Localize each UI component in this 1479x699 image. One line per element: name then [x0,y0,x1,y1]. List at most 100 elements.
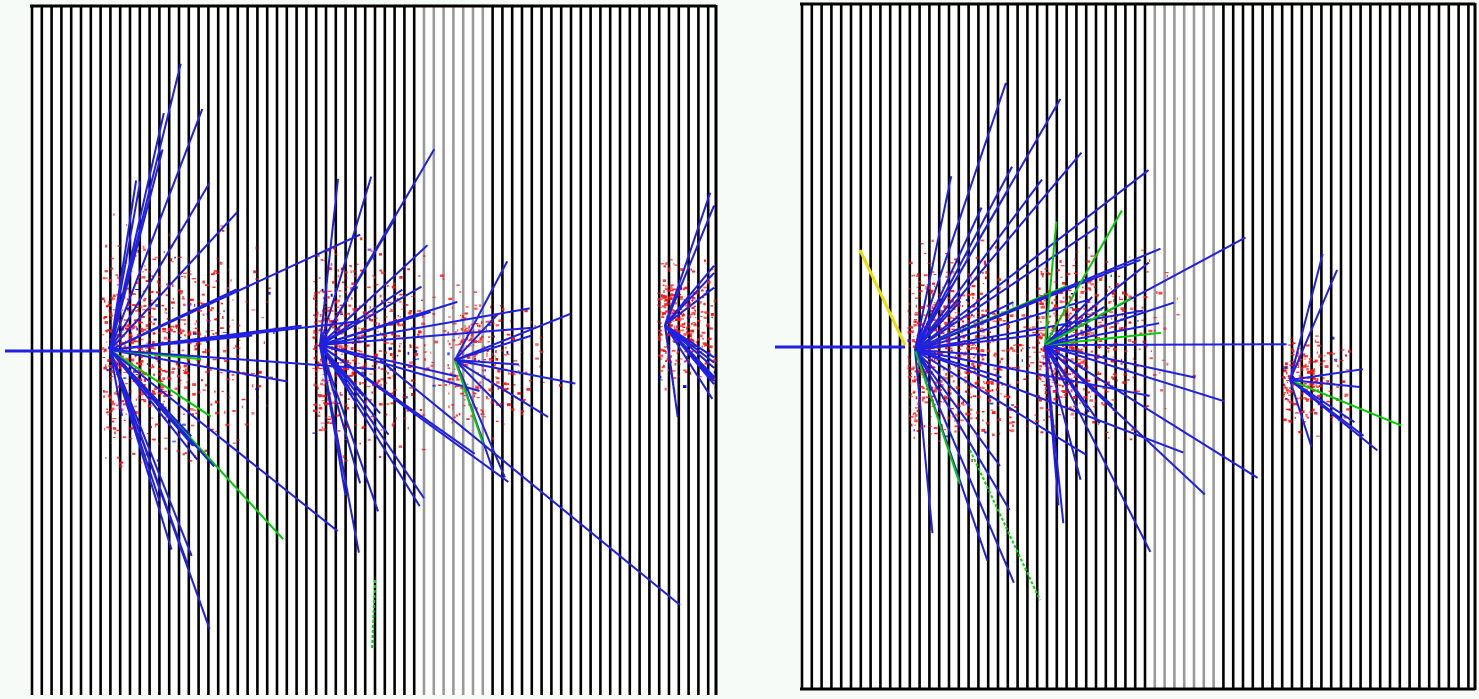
hit [505,347,507,349]
hit [237,348,241,349]
hit [232,379,234,380]
hit [171,371,174,374]
hit [992,434,995,437]
hit [149,293,150,295]
hit [970,316,972,318]
hit [313,410,317,412]
hit [182,296,184,298]
hit [922,387,924,389]
hit [1095,400,1097,402]
hit [103,357,106,358]
hit [225,424,229,426]
hit [920,284,924,286]
hit [138,309,139,311]
hit [177,367,181,368]
hit [1001,358,1004,360]
hit [946,272,949,274]
hit [132,293,136,295]
hit [911,368,914,371]
hit [968,393,971,394]
hit [387,403,390,404]
hit [354,275,357,277]
hit [935,404,936,405]
hit [907,367,909,369]
hit [418,330,421,333]
hit [266,405,267,407]
hit [399,445,402,448]
hit [228,397,231,398]
hit [462,315,464,318]
hit [1105,388,1107,390]
hit [1023,378,1026,380]
hit [134,406,137,408]
hit [218,313,221,314]
hit [255,388,259,390]
hit [166,284,168,286]
hit [394,389,397,391]
hit [205,384,207,387]
hit [956,354,960,355]
hit [930,433,932,434]
hit [674,264,678,265]
hit [1054,281,1057,282]
hit [511,408,515,411]
hit [1285,399,1286,400]
hit [360,382,361,384]
hit [223,332,227,333]
hit [510,320,511,322]
hit [129,338,132,339]
hit [1043,358,1045,360]
hit [955,425,959,427]
hit [969,417,973,419]
hit [105,330,106,332]
hit [658,336,661,338]
hit [356,264,359,265]
hit [201,379,203,381]
hit [998,385,999,387]
hit [379,270,381,272]
hit [167,318,169,320]
hit [255,278,258,279]
hit [362,426,365,428]
hit [187,333,191,336]
hit [242,399,246,400]
hit [978,364,981,367]
hit [459,291,461,292]
hit [453,323,457,325]
hit [908,365,911,368]
hit [1002,350,1005,352]
hit [408,312,411,315]
hit [1284,370,1287,372]
hit [155,425,156,428]
hit [944,396,947,398]
hit [140,328,143,331]
hit [662,305,665,307]
hit [668,306,669,307]
hit [385,351,387,353]
hit [399,276,402,279]
hit [126,414,127,415]
hit [368,249,372,251]
hit [1040,431,1043,433]
hit [1009,417,1012,419]
hit [158,442,159,445]
hit [1153,374,1156,376]
hit [1037,288,1040,290]
hit [957,415,960,417]
hit [1128,339,1131,342]
hit [980,293,983,296]
hit [454,417,456,419]
hit [369,319,373,321]
hit [103,395,105,398]
hit [470,337,472,339]
hit [999,369,1003,371]
hit [164,448,167,450]
hit [345,403,348,405]
hit [432,313,434,315]
hit [166,313,168,314]
hit [339,345,343,348]
hit [1315,335,1318,337]
hit [909,262,913,264]
hit [355,374,357,375]
hit [179,383,180,385]
